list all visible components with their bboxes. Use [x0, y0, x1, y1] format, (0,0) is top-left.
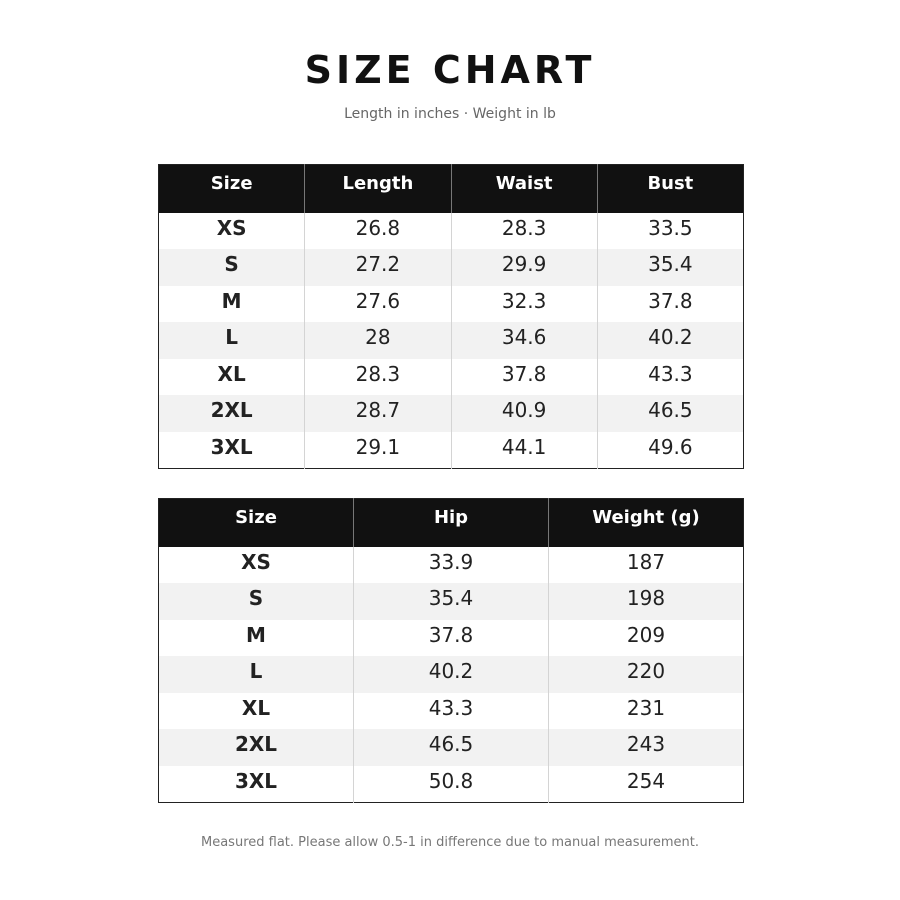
table-body: XS 33.9 187 S 35.4 198 M 37.8 209 L 40.2 220 XL 43.3 2…	[158, 546, 744, 802]
size-cell: M	[246, 622, 266, 647]
value-cell: 34.6	[450, 322, 598, 359]
value-cell: 43.3	[353, 692, 549, 729]
value-cell: 35.4	[596, 249, 744, 286]
value-cell: 37.8	[450, 358, 598, 395]
value-cell: 27.6	[304, 285, 451, 322]
value-cell: 33.5	[596, 212, 744, 249]
value-cell: 29.1	[304, 431, 451, 468]
table-row: 3XL 50.8 254	[159, 765, 744, 802]
table-row: 2XL 46.5 243	[158, 729, 744, 766]
size-cell: M	[221, 288, 242, 313]
table-body: XS 26.8 28.3 33.5 S 27.2 29.9 35.4 M 27.6 32.3 37.8…	[158, 212, 744, 468]
table-row: M 27.6 32.3 37.8	[159, 285, 744, 322]
size-table: Size Length Waist Bust XS 26.8 28.3 33.5 S 27.2 29…	[158, 164, 744, 469]
value-cell: 40.2	[596, 322, 744, 359]
footnote: Measured flat. Please allow 0.5-1 in dif…	[201, 835, 699, 850]
value-cell: 33.9	[353, 546, 549, 583]
subtitle: Length in inches · Weight in lb	[344, 106, 556, 122]
column-header: Length	[304, 164, 451, 213]
table-head: Size Length Waist Bust	[158, 164, 744, 213]
value-cell: 40.2	[353, 656, 549, 693]
value-cell: 28.7	[304, 395, 451, 432]
table-row: L 40.2 220	[158, 656, 744, 693]
size-cell: 2XL	[158, 395, 305, 432]
table-row: S 27.2 29.9 35.4	[158, 249, 744, 286]
table-row: XL 43.3 231	[159, 692, 744, 729]
table-row: XL 28.3 37.8 43.3	[159, 358, 744, 395]
size-cell: S	[158, 583, 354, 620]
column-header: Hip	[353, 498, 549, 547]
size-cell: L	[158, 322, 305, 359]
size-cell: 3XL	[210, 434, 253, 459]
size-cell: XL	[241, 695, 271, 720]
value-cell: 28.3	[304, 358, 451, 395]
value-cell: 220	[548, 656, 744, 693]
column-header: Size	[158, 498, 354, 547]
value-cell: 26.8	[304, 212, 451, 249]
size-cell: S	[158, 249, 305, 286]
column-header: Bust	[596, 164, 744, 213]
value-cell: 29.9	[450, 249, 598, 286]
column-header: Waist	[450, 164, 598, 213]
value-cell: 46.5	[353, 729, 549, 766]
size-cell: L	[158, 656, 354, 693]
table-row: 3XL 29.1 44.1 49.6	[159, 431, 744, 468]
value-cell: 243	[548, 729, 744, 766]
column-header: Weight (g)	[548, 498, 744, 547]
value-cell: 43.3	[596, 358, 744, 395]
table-row: 2XL 28.7 40.9 46.5	[158, 395, 744, 432]
size-cell: XS	[216, 215, 247, 240]
value-cell: 50.8	[353, 765, 549, 802]
table-row: L 28 34.6 40.2	[158, 322, 744, 359]
value-cell: 46.5	[596, 395, 744, 432]
header-row: Size Length Waist Bust	[158, 164, 744, 213]
value-cell: 32.3	[450, 285, 598, 322]
size-cell: XL	[217, 361, 246, 386]
value-cell: 28.3	[450, 212, 598, 249]
column-header: Size	[158, 164, 305, 213]
value-cell: 37.8	[596, 285, 744, 322]
value-cell: 27.2	[304, 249, 451, 286]
value-cell: 37.8	[353, 619, 549, 656]
value-cell: 49.6	[596, 431, 744, 468]
size-cell: 3XL	[234, 768, 278, 793]
table-row: XS 26.8 28.3 33.5	[159, 212, 744, 249]
table-row: XS 33.9 187	[159, 546, 744, 583]
value-cell: 28	[304, 322, 451, 359]
value-cell: 209	[548, 619, 744, 656]
value-cell: 44.1	[450, 431, 598, 468]
value-cell: 254	[548, 765, 744, 802]
table-head: Size Hip Weight (g)	[158, 498, 744, 547]
value-cell: 198	[548, 583, 744, 620]
table-row: M 37.8 209	[159, 619, 744, 656]
value-cell: 35.4	[353, 583, 549, 620]
size-cell: 2XL	[158, 729, 354, 766]
header-row: Size Hip Weight (g)	[158, 498, 744, 547]
size-table: Size Hip Weight (g) XS 33.9 187 S 35.4 198 M 37.8 2…	[158, 498, 744, 803]
title: SIZE CHART	[304, 48, 596, 92]
size-cell: XS	[241, 549, 271, 574]
value-cell: 231	[548, 692, 744, 729]
value-cell: 40.9	[450, 395, 598, 432]
value-cell: 187	[548, 546, 744, 583]
table-row: S 35.4 198	[158, 583, 744, 620]
